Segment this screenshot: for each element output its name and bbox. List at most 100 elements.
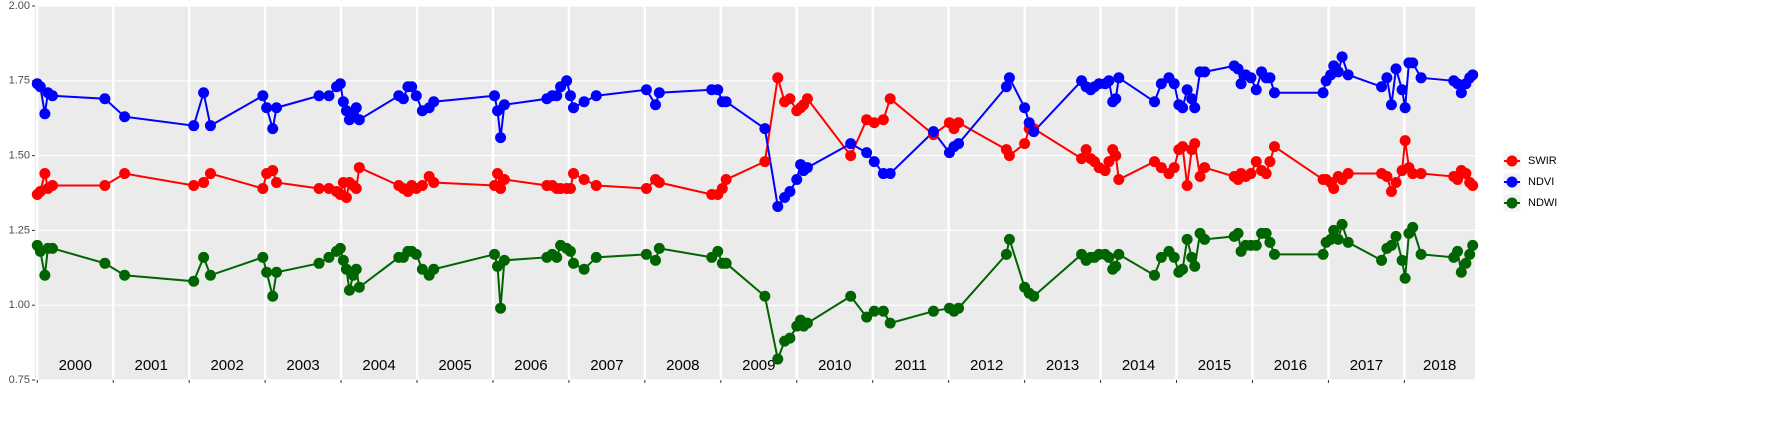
data-point bbox=[1376, 81, 1388, 93]
data-point bbox=[861, 147, 873, 159]
data-point bbox=[1110, 260, 1122, 272]
data-point bbox=[1189, 102, 1201, 114]
data-point bbox=[784, 186, 796, 198]
data-point bbox=[1467, 69, 1479, 81]
data-point bbox=[188, 180, 200, 192]
data-point bbox=[498, 254, 510, 266]
data-point bbox=[337, 254, 349, 266]
data-point bbox=[653, 242, 665, 254]
data-point bbox=[1110, 93, 1122, 105]
data-point bbox=[1407, 221, 1419, 233]
data-point bbox=[1328, 224, 1340, 236]
data-point bbox=[1336, 218, 1348, 230]
data-point bbox=[271, 177, 283, 189]
data-point bbox=[759, 290, 771, 302]
data-point bbox=[337, 96, 349, 108]
y-tick-label: 2.00 bbox=[9, 0, 30, 12]
data-point bbox=[1317, 248, 1329, 260]
data-point bbox=[1177, 102, 1189, 114]
data-point bbox=[1019, 138, 1031, 150]
data-point bbox=[1399, 135, 1411, 147]
data-point bbox=[1177, 263, 1189, 275]
x-tick-label: 2014 bbox=[1122, 357, 1155, 374]
data-point bbox=[801, 93, 813, 105]
data-point bbox=[801, 317, 813, 329]
data-point bbox=[578, 263, 590, 275]
data-point bbox=[561, 75, 573, 87]
data-point bbox=[578, 174, 590, 186]
data-point bbox=[313, 183, 325, 195]
data-point bbox=[1264, 236, 1276, 248]
data-point bbox=[1103, 251, 1115, 263]
data-point bbox=[551, 251, 563, 263]
data-point bbox=[868, 305, 880, 317]
x-tick-label: 2001 bbox=[135, 357, 168, 374]
data-point bbox=[1181, 84, 1193, 96]
data-point bbox=[578, 96, 590, 108]
data-point bbox=[350, 183, 362, 195]
data-point bbox=[1381, 72, 1393, 84]
data-point bbox=[640, 84, 652, 96]
data-point bbox=[1235, 78, 1247, 90]
data-point bbox=[1181, 180, 1193, 192]
data-point bbox=[1148, 96, 1160, 108]
data-point bbox=[1332, 66, 1344, 78]
data-point bbox=[428, 177, 440, 189]
data-point bbox=[343, 284, 355, 296]
x-tick-label: 2011 bbox=[895, 357, 927, 374]
y-tick-label: 1.75 bbox=[9, 75, 30, 87]
data-point bbox=[1080, 144, 1092, 156]
data-point bbox=[1199, 66, 1211, 78]
data-point bbox=[1199, 233, 1211, 245]
data-point bbox=[1452, 78, 1464, 90]
data-point bbox=[1181, 233, 1193, 245]
data-point bbox=[397, 93, 409, 105]
data-point bbox=[1003, 72, 1015, 84]
data-point bbox=[567, 257, 579, 269]
data-point bbox=[884, 93, 896, 105]
data-point bbox=[640, 248, 652, 260]
data-point bbox=[1103, 75, 1115, 87]
data-point bbox=[1381, 171, 1393, 183]
data-point bbox=[650, 99, 662, 111]
data-point bbox=[257, 251, 269, 263]
data-point bbox=[204, 269, 216, 281]
data-point bbox=[1177, 141, 1189, 153]
data-point bbox=[1168, 162, 1180, 174]
data-point bbox=[353, 281, 365, 293]
data-point bbox=[564, 90, 576, 102]
data-point bbox=[1336, 51, 1348, 63]
data-point bbox=[845, 138, 857, 150]
data-point bbox=[1113, 248, 1125, 260]
data-point bbox=[1385, 99, 1397, 111]
data-point bbox=[99, 93, 111, 105]
data-point bbox=[313, 257, 325, 269]
data-point bbox=[350, 263, 362, 275]
data-point bbox=[1268, 141, 1280, 153]
data-point bbox=[495, 132, 507, 144]
data-point bbox=[498, 99, 510, 111]
data-point bbox=[716, 183, 728, 195]
data-point bbox=[1168, 78, 1180, 90]
data-point bbox=[353, 162, 365, 174]
data-point bbox=[791, 174, 803, 186]
data-point bbox=[720, 257, 732, 269]
data-point bbox=[567, 168, 579, 180]
data-point bbox=[495, 183, 507, 195]
data-point bbox=[1455, 266, 1467, 278]
data-point bbox=[1250, 239, 1262, 251]
x-tick-label: 2000 bbox=[59, 357, 92, 374]
x-tick-label: 2012 bbox=[970, 357, 1003, 374]
data-point bbox=[1000, 81, 1012, 93]
x-tick-label: 2008 bbox=[666, 357, 699, 374]
data-point bbox=[410, 90, 422, 102]
data-point bbox=[267, 290, 279, 302]
data-point bbox=[1452, 174, 1464, 186]
data-point bbox=[861, 311, 873, 323]
data-point bbox=[1003, 150, 1015, 162]
data-point bbox=[334, 78, 346, 90]
data-point bbox=[257, 183, 269, 195]
data-point bbox=[1232, 227, 1244, 239]
data-point bbox=[1250, 84, 1262, 96]
data-point bbox=[653, 87, 665, 99]
